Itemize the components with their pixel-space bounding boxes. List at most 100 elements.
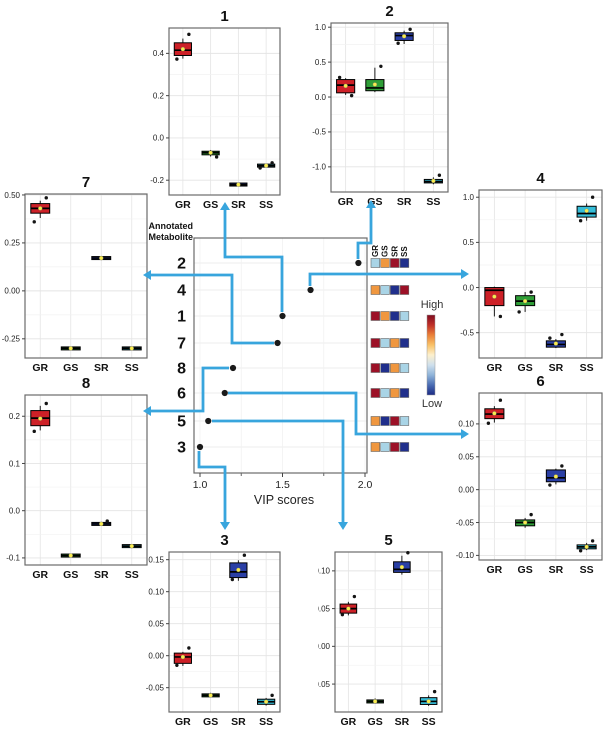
vip-scores-panel: 1.0 1.5 2.0 2 4 1 7 8 6 5 3 GR GS SR SS xyxy=(140,215,470,515)
category-label: GR xyxy=(338,196,354,207)
boxplot-5-svg: 0.10 0.05 0.00 -0.05 5 GR GS SR SS xyxy=(318,532,443,728)
box-1-GS xyxy=(201,149,220,159)
y-tick-label: 0.5 xyxy=(315,58,327,67)
boxplot-panel-5: 0.10 0.05 0.00 -0.05 5 GR GS SR SS xyxy=(318,530,458,735)
box-8-GS xyxy=(60,553,81,558)
heatmap-cell-1-GS xyxy=(380,311,390,321)
y-tick-label: 0.10 xyxy=(148,587,164,596)
metabolite-row-label-8: 8 xyxy=(177,361,186,378)
box-3-SR xyxy=(229,553,248,582)
plot-title-3: 3 xyxy=(220,532,228,549)
y-tick-label: -0.05 xyxy=(146,683,165,692)
plot-title-1: 1 xyxy=(220,8,228,25)
metabolite-row-label-7: 7 xyxy=(177,336,186,353)
heatmap-cell-3-GR xyxy=(370,442,380,452)
heatmap-cell-5-SR xyxy=(390,416,400,426)
heatmap-cell-7-SR xyxy=(390,338,400,348)
vip-x-tick-label: 1.5 xyxy=(275,479,290,491)
heatmap-cell-3-GS xyxy=(380,442,390,452)
y-tick-label: 0.15 xyxy=(148,555,164,564)
vip-dot-2 xyxy=(355,259,362,267)
vip-x-tick-label: 2.0 xyxy=(358,479,373,491)
box-5-SS xyxy=(419,689,438,706)
category-label: SS xyxy=(125,569,139,580)
category-label: GR xyxy=(32,362,48,374)
category-label: GS xyxy=(63,569,78,580)
category-label: SR xyxy=(549,362,564,374)
box-2-SS xyxy=(423,173,443,185)
vip-dot-7 xyxy=(274,339,281,347)
heatmap-cell-1-SS xyxy=(399,311,410,321)
box-3-GS xyxy=(201,692,220,698)
vip-x-tick-label: 1.0 xyxy=(193,479,208,491)
vip-dot-5 xyxy=(205,417,212,425)
box-3-GR xyxy=(173,646,192,667)
y-tick-label: 0.0 xyxy=(153,134,165,143)
y-tick-label: 0.50 xyxy=(4,191,20,200)
heatmap-cell-7-SS xyxy=(399,338,410,348)
box-7-SR xyxy=(91,255,112,261)
category-label: GR xyxy=(175,199,191,209)
y-tick-label: 0.0 xyxy=(463,283,475,292)
box-2-SR xyxy=(394,27,414,45)
y-tick-label: 1.0 xyxy=(315,23,327,32)
category-label: GS xyxy=(203,199,218,209)
plot-title-6: 6 xyxy=(536,375,544,390)
plot-title-4: 4 xyxy=(536,170,545,187)
heatmap-cell-2-GR xyxy=(370,258,380,268)
box-5-SR xyxy=(393,551,411,575)
heatmap-cell-4-SS xyxy=(399,285,410,295)
category-label: SR xyxy=(395,716,410,728)
boxplot-panel-1: 0.4 0.2 0.0 -0.2 1 GR GS SR SS xyxy=(132,2,285,209)
heatmap-cell-6-GR xyxy=(370,388,380,398)
heatmap-col-label-GR: GR xyxy=(371,245,380,257)
heatmap-cell-1-GR xyxy=(370,311,380,321)
y-tick-label: 0.05 xyxy=(148,619,164,628)
category-label: SS xyxy=(426,196,440,207)
category-label: SS xyxy=(259,716,273,728)
category-label: SR xyxy=(231,199,246,209)
y-tick-label: 0.05 xyxy=(458,453,474,462)
category-label: SS xyxy=(125,362,139,374)
category-label: SR xyxy=(397,196,412,207)
category-label: SR xyxy=(231,716,246,728)
box-4-SR xyxy=(545,332,566,349)
category-label: SR xyxy=(94,362,109,374)
boxplot-3-svg: 0.15 0.10 0.05 0.00 -0.05 3 GR GS SR SS xyxy=(146,532,281,728)
heatmap-cell-3-SR xyxy=(390,442,400,452)
y-tick-label: 0.00 xyxy=(318,642,331,651)
heatmap-cell-5-GS xyxy=(380,416,390,426)
box-6-GS xyxy=(515,512,536,528)
heatmap-cell-2-SR xyxy=(390,258,400,268)
y-tick-label: 0.0 xyxy=(9,506,21,515)
category-label: SS xyxy=(580,362,594,374)
y-axis-title-line1: Annotated xyxy=(148,221,194,231)
heatmap-cell-8-GS xyxy=(380,363,390,373)
heatmap-cell-6-SR xyxy=(390,388,400,398)
heatmap-cell-8-SS xyxy=(399,363,410,373)
heatmap-cell-5-SS xyxy=(399,416,410,426)
y-tick-label: 0.2 xyxy=(153,91,165,100)
y-tick-label: -1.0 xyxy=(312,163,326,172)
category-label: SS xyxy=(580,564,594,576)
high-low-gradient-bar xyxy=(426,314,436,396)
heatmap-cell-2-SS xyxy=(399,258,410,268)
y-tick-label: 0.10 xyxy=(318,567,331,576)
box-6-SS xyxy=(576,539,597,553)
plot-title-2: 2 xyxy=(385,3,393,20)
boxplot-8-svg: 0.2 0.1 0.0 -0.1 8 GR GS SR SS xyxy=(6,375,148,580)
box-4-SS xyxy=(576,195,597,223)
y-tick-label: 0.10 xyxy=(458,420,474,429)
heatmap-cell-5-GR xyxy=(370,416,380,426)
box-8-GR xyxy=(30,401,51,434)
category-label: GS xyxy=(518,362,533,374)
heatmap-cell-7-GS xyxy=(380,338,390,348)
y-tick-label: -0.10 xyxy=(456,551,475,560)
box-1-SR xyxy=(229,182,248,187)
y-tick-label: -0.05 xyxy=(456,518,475,527)
vip-dot-8 xyxy=(229,364,237,372)
y-tick-label: 0.05 xyxy=(318,604,331,613)
y-tick-label: -0.2 xyxy=(150,176,164,185)
box-7-SS xyxy=(121,346,142,351)
